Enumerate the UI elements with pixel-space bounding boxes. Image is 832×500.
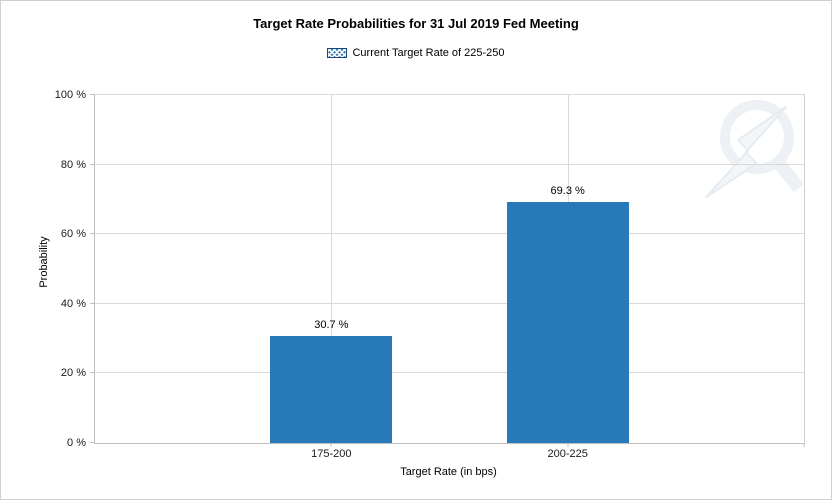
x-tick-label: 175-200 (311, 448, 352, 460)
x-axis-title: Target Rate (in bps) (400, 466, 497, 478)
x-tick-mark (330, 443, 332, 447)
gridline-horizontal (95, 302, 804, 304)
legend-swatch-hatched-icon (327, 48, 348, 58)
plot-area: 0 % 20 % 40 % 60 % 80 % 100 % 30.7 % 175-200 69.… (55, 89, 805, 460)
y-tick-label: 40 % (60, 297, 86, 310)
x-axis-end-tick-mark (803, 443, 805, 447)
bar (270, 336, 393, 443)
bar-value-label: 30.7 % (314, 319, 349, 332)
x-tick-mark (567, 443, 569, 447)
y-tick-mark (90, 372, 95, 374)
bar-value-label: 69.3 % (550, 184, 585, 197)
legend: Current Target Rate of 225-250 (1, 47, 831, 59)
y-tick-label: 20 % (60, 367, 86, 380)
gridline-vertical (331, 95, 333, 443)
gridline-horizontal (95, 233, 804, 235)
legend-label: Current Target Rate of 225-250 (352, 47, 505, 59)
bar (506, 201, 629, 443)
gridline-horizontal (95, 163, 804, 165)
y-axis-title: Probability (38, 236, 50, 288)
q-lightning-watermark-icon (705, 100, 805, 199)
y-tick-label: 100 % (54, 89, 86, 101)
chart-title: Target Rate Probabilities for 31 Jul 201… (253, 16, 579, 31)
y-tick-mark (90, 163, 95, 165)
y-tick-mark (90, 233, 95, 235)
y-tick-label: 0 % (67, 437, 86, 449)
x-tick-label: 200-225 (547, 448, 588, 460)
y-tick-label: 60 % (60, 228, 86, 241)
gridline-horizontal (95, 372, 804, 374)
y-tick-label: 80 % (60, 158, 86, 171)
y-tick-mark (90, 302, 95, 304)
y-tick-mark (90, 442, 95, 443)
y-tick-mark (90, 94, 95, 95)
